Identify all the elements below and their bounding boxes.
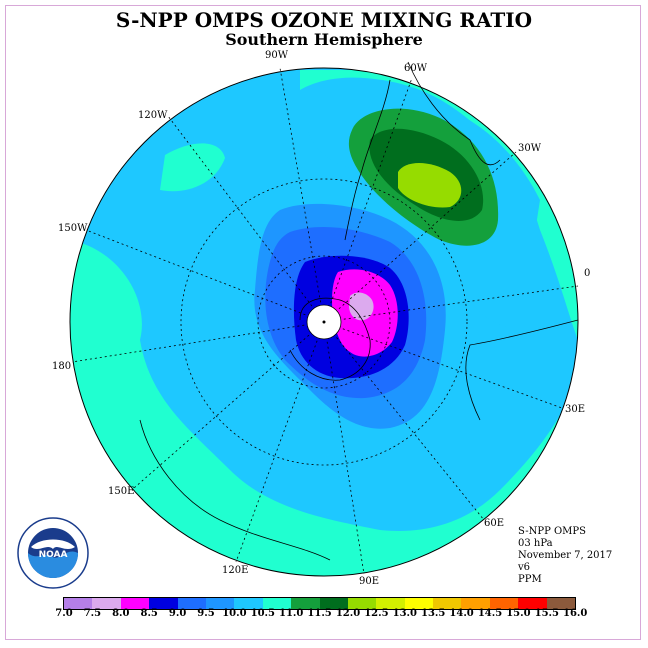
colorbar-tick-label: 7.0 xyxy=(55,608,73,619)
south-america-east-coast xyxy=(407,61,501,166)
colorbar-segment xyxy=(149,598,178,609)
colorbar-tick-label: 15.0 xyxy=(506,608,531,619)
africa-coast xyxy=(465,319,579,421)
meridian-60w xyxy=(323,77,413,323)
info-instrument: S-NPP OMPS xyxy=(518,526,586,537)
meridian-120w xyxy=(167,115,325,323)
map-boundary xyxy=(69,67,579,577)
colorbar-segment xyxy=(205,598,235,609)
lon-label-0: 0 xyxy=(584,268,591,279)
lon-label-90w: 90W xyxy=(265,50,289,61)
info-block: S-NPP OMPS 03 hPa November 7, 2017 v6 PP… xyxy=(518,526,612,586)
graticule xyxy=(71,67,579,575)
australia-coast xyxy=(139,419,331,561)
colorbar-tick-label: 11.5 xyxy=(307,608,332,619)
coastlines xyxy=(139,61,579,561)
colorbar-tick-label: 14.0 xyxy=(449,608,474,619)
info-version: v6 xyxy=(518,562,531,573)
meridian-30e xyxy=(323,321,563,409)
colorbar-tick-label: 12.5 xyxy=(364,608,389,619)
colorbar-segment xyxy=(347,598,377,609)
south-america-coast xyxy=(344,79,391,241)
field-12-0 xyxy=(398,163,462,208)
lon-label-60e: 60E xyxy=(484,518,505,529)
lon-label-180: 180 xyxy=(52,361,72,372)
lon-label-150w: 150W xyxy=(58,223,88,234)
lat-circle-45 xyxy=(180,178,468,466)
colorbar-segment xyxy=(319,598,348,609)
noaa-logo: NOAA xyxy=(17,517,89,589)
colorbar-segment xyxy=(262,598,292,609)
colorbar-tick-label: 12.0 xyxy=(335,608,361,619)
lon-label-60w: 60W xyxy=(404,63,428,74)
colorbar xyxy=(63,597,577,610)
colorbar-segment xyxy=(404,598,434,609)
colorbar-tick-label: 13.5 xyxy=(421,608,446,619)
ozone-field xyxy=(70,68,578,576)
colorbar-tick-label: 15.5 xyxy=(534,608,559,619)
colorbar-segment xyxy=(177,598,206,609)
lon-label-30e: 30E xyxy=(565,404,586,415)
colorbar-segment xyxy=(376,598,405,609)
colorbar-segment xyxy=(92,598,121,609)
colorbar-segment xyxy=(546,598,576,609)
lon-label-120w: 120W xyxy=(138,110,168,121)
antarctica-coast xyxy=(289,297,371,381)
lat-circle-60 xyxy=(257,255,391,389)
colorbar-tick-label: 8.0 xyxy=(112,608,130,619)
colorbar-tick-label: 11.0 xyxy=(279,608,304,619)
colorbar-tick-label: 10.0 xyxy=(222,608,247,619)
colorbar-tick-label: 16.0 xyxy=(563,608,588,619)
field-10-5-patch xyxy=(160,143,225,192)
info-date: November 7, 2017 xyxy=(518,550,613,561)
colorbar-tick-label: 10.5 xyxy=(250,608,275,619)
colorbar-tick-label: 13.0 xyxy=(392,608,417,619)
lon-label-30w: 30W xyxy=(518,143,542,154)
info-units: PPM xyxy=(518,574,542,585)
meridian-150e xyxy=(133,321,325,489)
colorbar-tick-label: 9.5 xyxy=(197,608,215,619)
colorbar-segment xyxy=(234,598,263,609)
colorbar-segment xyxy=(461,598,490,609)
colorbar-segment xyxy=(64,598,93,609)
colorbar-segment xyxy=(120,598,150,609)
colorbar-tick-label: 7.5 xyxy=(83,608,102,619)
logo-text: NOAA xyxy=(39,550,68,560)
map-subtitle: Southern Hemisphere xyxy=(225,30,423,49)
colorbar-segment xyxy=(433,598,462,609)
map-title: S-NPP OMPS OZONE MIXING RATIO xyxy=(115,8,533,32)
info-level: 03 hPa xyxy=(518,538,553,549)
lon-label-90e: 90E xyxy=(359,576,380,587)
south-pole-marker xyxy=(322,320,326,324)
figure-frame xyxy=(5,5,641,640)
lon-label-120e: 120E xyxy=(222,565,249,576)
colorbar-tick-label: 8.5 xyxy=(140,608,158,619)
colorbar-tick-label: 9.0 xyxy=(168,608,187,619)
colorbar-segment xyxy=(291,598,320,609)
field-7-5 xyxy=(349,292,374,321)
lon-label-150e: 150E xyxy=(108,486,135,497)
colorbar-segment xyxy=(489,598,519,609)
colorbar-segment xyxy=(518,598,547,609)
colorbar-tick-label: 14.5 xyxy=(477,608,503,619)
